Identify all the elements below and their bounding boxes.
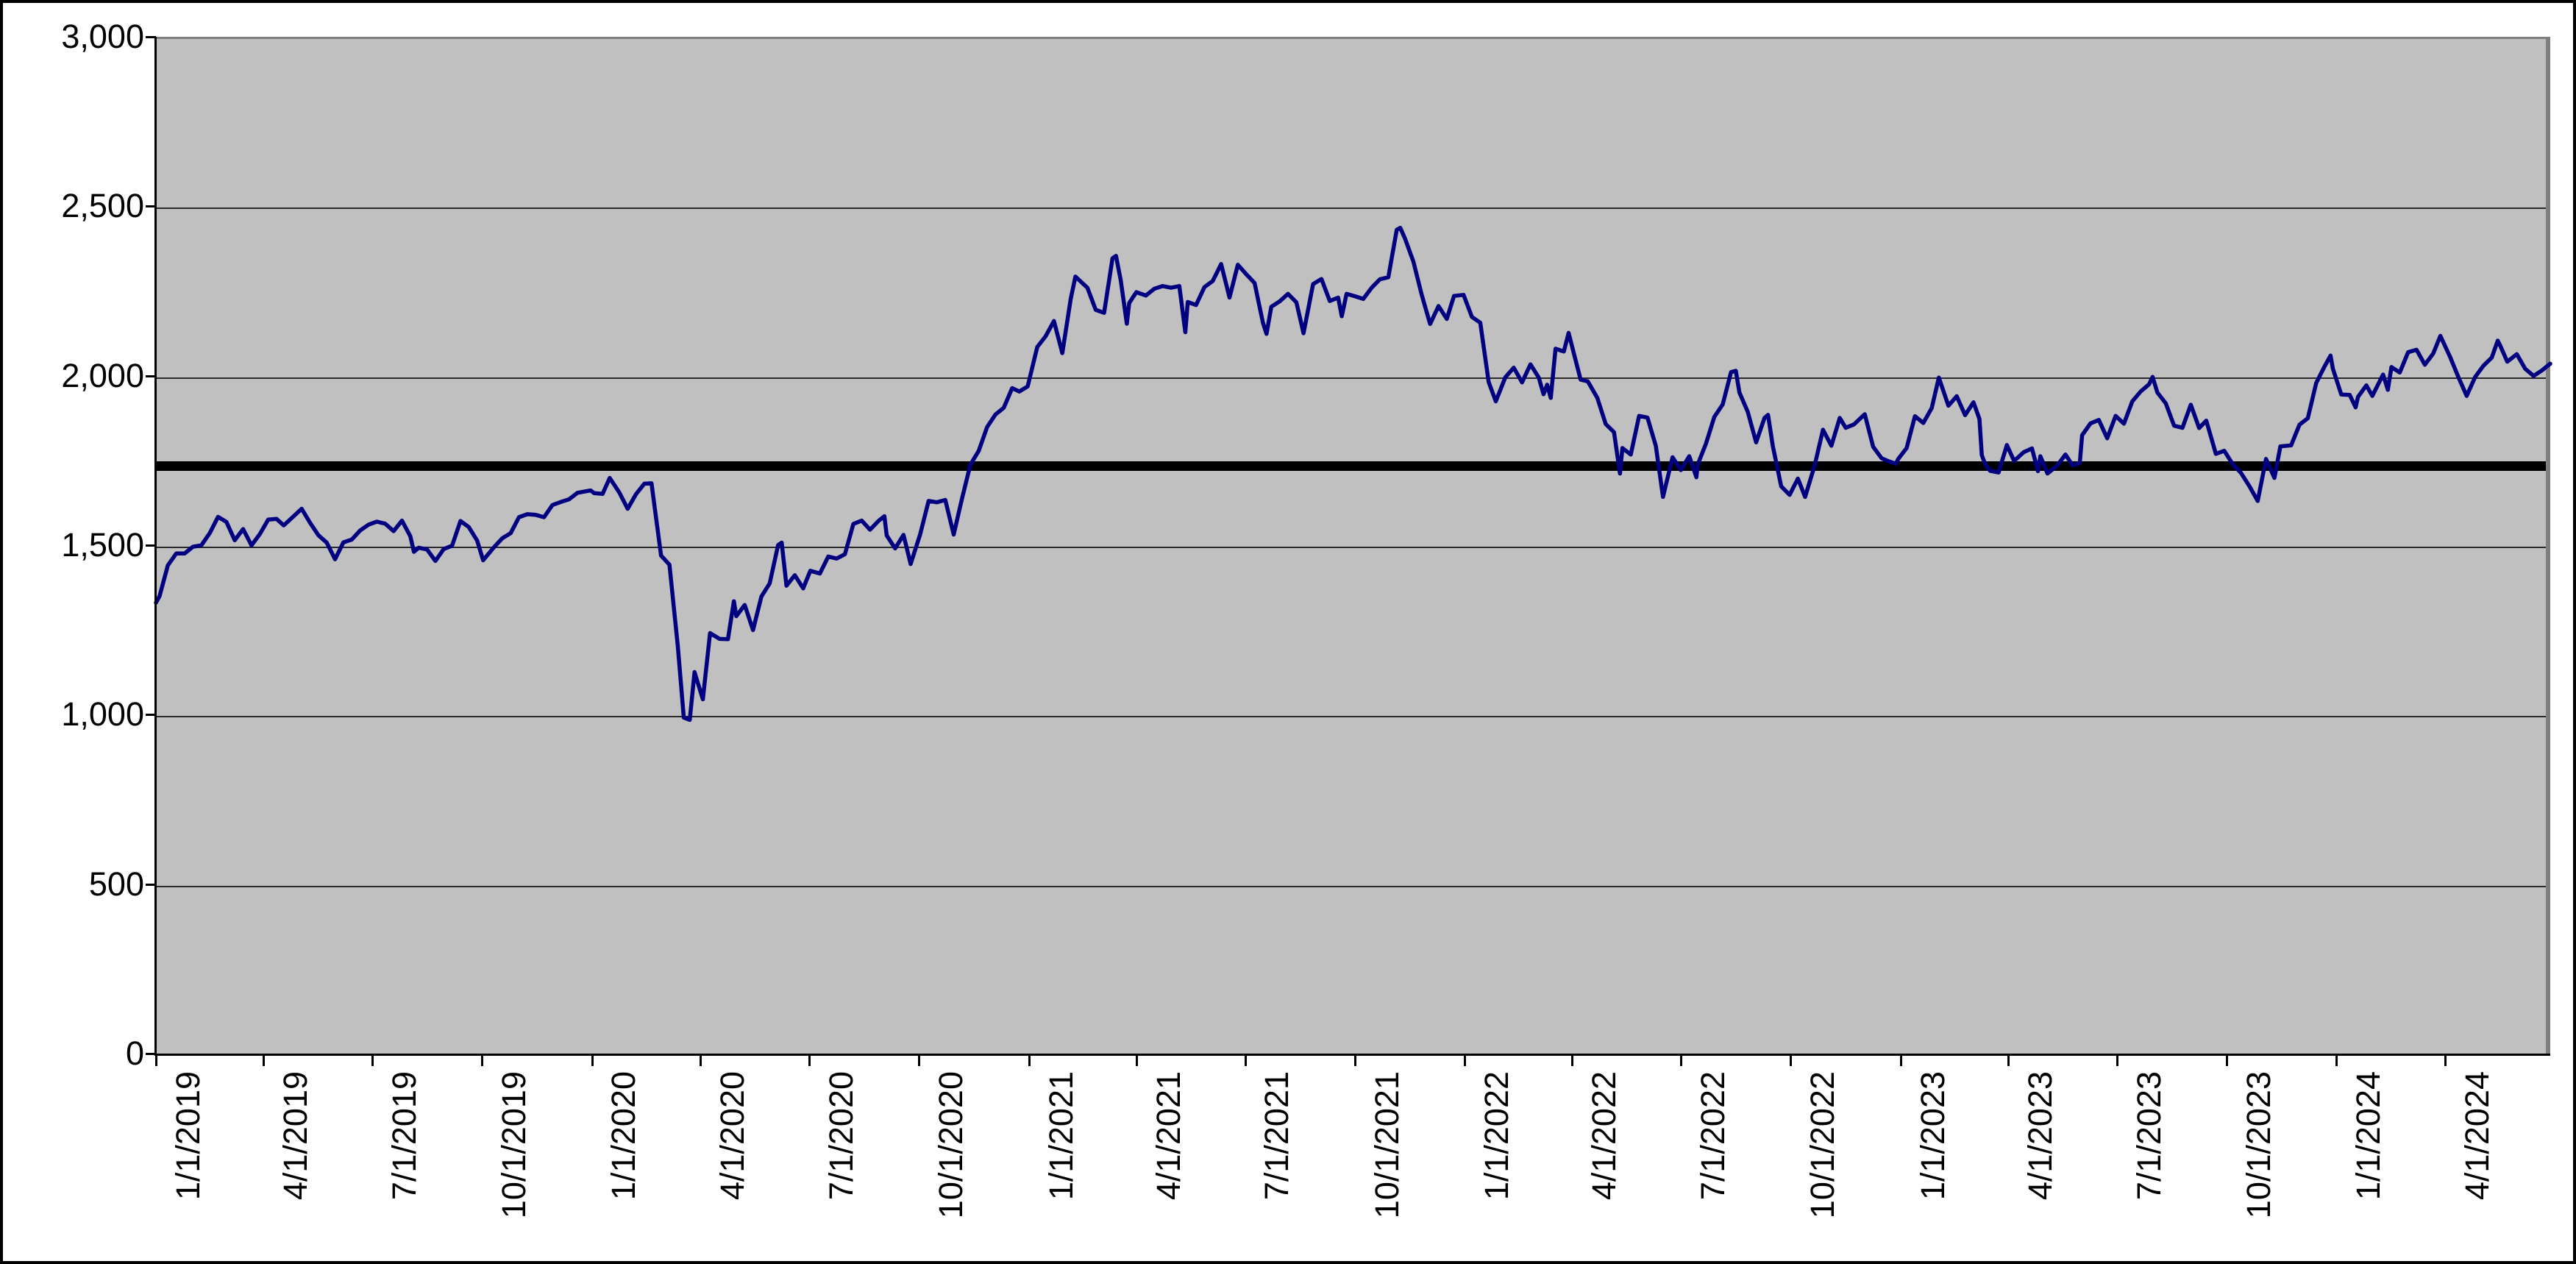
- x-tick: [591, 1054, 594, 1066]
- x-tick: [700, 1054, 702, 1066]
- x-tick: [1464, 1054, 1467, 1066]
- x-tick-label: 4/1/2019: [277, 1071, 315, 1201]
- y-tick-label: 2,000: [61, 356, 144, 394]
- x-tick-label: 7/1/2022: [1694, 1071, 1732, 1201]
- x-tick-label: 4/1/2022: [1585, 1071, 1623, 1201]
- x-tick: [918, 1054, 921, 1066]
- gridline-500: [156, 885, 2546, 887]
- x-tick-label: 1/1/2020: [605, 1071, 643, 1201]
- y-tick-3000: [146, 36, 156, 38]
- x-tick-label: 4/1/2024: [2458, 1071, 2497, 1201]
- x-tick-label: 10/1/2020: [932, 1071, 970, 1219]
- x-tick-label: 1/1/2019: [169, 1071, 207, 1201]
- y-tick-500: [146, 883, 156, 886]
- x-tick: [1244, 1054, 1247, 1066]
- x-tick: [1680, 1054, 1683, 1066]
- x-tick: [2116, 1054, 2118, 1066]
- x-tick: [2007, 1054, 2010, 1066]
- x-tick: [263, 1054, 266, 1066]
- x-tick-label: 7/1/2021: [1258, 1071, 1296, 1201]
- y-tick-label: 3,000: [61, 18, 144, 55]
- x-tick: [2335, 1054, 2338, 1066]
- y-tick-1000: [146, 714, 156, 717]
- x-tick: [481, 1054, 484, 1066]
- x-tick: [2444, 1054, 2447, 1066]
- x-tick-label: 10/1/2021: [1367, 1071, 1406, 1219]
- plot-area: [154, 37, 2552, 1054]
- x-tick: [155, 1054, 157, 1066]
- y-tick-label: 0: [125, 1034, 144, 1072]
- x-tick-label: 1/1/2022: [1478, 1071, 1516, 1201]
- gridline-2500: [156, 207, 2546, 210]
- y-tick-1500: [146, 544, 156, 547]
- reference-line: [156, 461, 2546, 471]
- y-tick-label: 1,000: [61, 695, 144, 734]
- x-tick-label: 1/1/2024: [2349, 1071, 2388, 1201]
- x-tick: [1028, 1054, 1031, 1066]
- price-line: [154, 225, 2552, 722]
- x-tick-label: 10/1/2022: [1804, 1071, 1842, 1219]
- price-line-series: [154, 225, 2552, 722]
- x-tick: [1135, 1054, 1138, 1066]
- x-tick: [1571, 1054, 1574, 1066]
- x-tick: [1899, 1054, 1902, 1066]
- x-axis-line: [154, 1054, 2550, 1056]
- y-tick-2500: [146, 205, 156, 208]
- x-tick: [808, 1054, 811, 1066]
- gridline-1500: [156, 547, 2546, 548]
- x-tick-label: 7/1/2019: [385, 1071, 423, 1201]
- x-tick-label: 7/1/2020: [822, 1071, 861, 1201]
- x-tick-label: 10/1/2023: [2240, 1071, 2278, 1219]
- y-tick-0: [146, 1053, 156, 1055]
- x-tick-label: 7/1/2023: [2130, 1071, 2168, 1201]
- gridline-1000: [156, 716, 2546, 718]
- x-tick-label: 10/1/2019: [495, 1071, 533, 1219]
- x-tick: [371, 1054, 374, 1066]
- x-tick: [2226, 1054, 2229, 1066]
- x-tick-label: 1/1/2023: [1913, 1071, 1951, 1201]
- x-tick: [1790, 1054, 1793, 1066]
- x-tick-label: 1/1/2021: [1042, 1071, 1080, 1201]
- y-tick-label: 1,500: [61, 526, 144, 564]
- gridline-2000: [156, 377, 2546, 379]
- y-tick-label: 500: [88, 864, 144, 903]
- y-tick-label: 2,500: [61, 187, 144, 225]
- x-tick: [1353, 1054, 1356, 1066]
- y-tick-2000: [146, 374, 156, 377]
- x-tick-label: 4/1/2021: [1149, 1071, 1187, 1201]
- x-tick-label: 4/1/2020: [714, 1071, 752, 1201]
- x-tick-label: 4/1/2023: [2021, 1071, 2059, 1201]
